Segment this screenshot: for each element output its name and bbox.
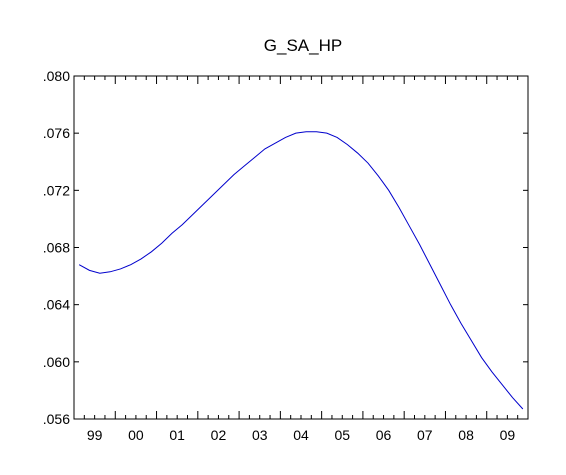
x-tick-label: 04 [293,427,309,443]
series-line [78,131,524,410]
x-tick-label: 09 [500,427,516,443]
x-tick-label: 07 [417,427,433,443]
x-tick-label: 99 [87,427,103,443]
y-tick-label: .060 [43,354,70,370]
x-tick-label: 08 [458,427,474,443]
x-axis: 99 00 01 02 03 04 05 06 07 08 09 [73,76,529,443]
y-tick-label: .064 [43,297,70,313]
y-tick-label: .080 [43,68,70,84]
y-tick-label: .056 [43,411,70,427]
x-tick-label: 06 [376,427,392,443]
y-tick-label: .068 [43,240,70,256]
y-axis: .056 .060 .064 .068 .072 .076 .080 [43,68,528,427]
chart-title: G_SA_HP [264,36,342,55]
x-tick-label: 02 [211,427,227,443]
x-tick-label: 03 [252,427,268,443]
y-tick-label: .076 [43,125,70,141]
plot-area-frame [73,75,529,420]
series-layer [78,131,524,410]
y-tick-label: .072 [43,182,70,198]
x-tick-label: 05 [334,427,350,443]
x-tick-label: 01 [169,427,185,443]
x-tick-label: 00 [128,427,144,443]
